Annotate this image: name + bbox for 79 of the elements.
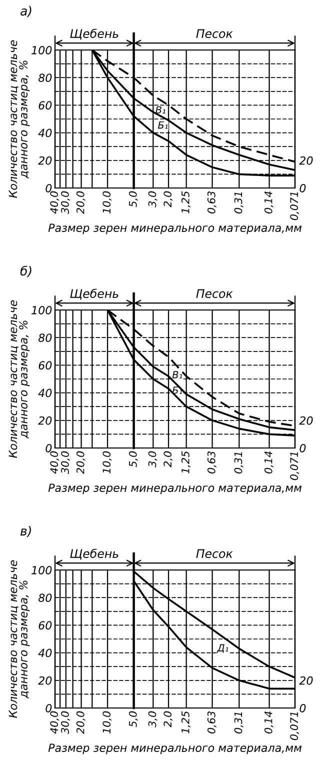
text: Щебень xyxy=(70,28,118,40)
y2-tick-label: 20 xyxy=(299,156,313,165)
annotation: В₁ xyxy=(156,106,166,114)
y-tick-label: 80 xyxy=(38,594,52,602)
x-tick-label: 2,0 xyxy=(164,191,173,208)
y-tick-label: 0 xyxy=(46,184,52,192)
y-tick-label: 40 xyxy=(38,128,52,138)
x-tick-label: 3,0 xyxy=(148,191,158,208)
x-tick-label: 10,0 xyxy=(102,191,112,214)
x-tick-label: 30,0 xyxy=(61,191,70,214)
y-tick-label: 0 xyxy=(46,704,52,712)
chart-title: б) xyxy=(20,266,32,278)
x-axis-title: Размер зерен минерального материала,мм xyxy=(48,484,302,494)
x-tick-label: 1,25 xyxy=(181,191,190,214)
x-tick-label: 0,31 xyxy=(234,452,244,474)
annotation: Б₁ xyxy=(158,121,168,129)
x-tick-label: 20,0 xyxy=(76,191,86,214)
y-tick-label: 40 xyxy=(38,388,52,398)
text: Щебень xyxy=(70,288,118,300)
y2-tick-label: 20 xyxy=(299,416,313,425)
text: Песок xyxy=(196,29,233,38)
x-tick-label: 20,0 xyxy=(76,711,86,734)
y-axis-title: Количество частиц мельче данного размера, % xyxy=(8,300,30,458)
text: Песок xyxy=(196,289,233,298)
x-tick-label: 40,0 xyxy=(50,711,60,734)
x-tick-label: 5,0 xyxy=(128,711,138,728)
y-tick-label: 0 xyxy=(46,444,52,452)
chart-title: а) xyxy=(20,6,32,18)
x-tick-label: 0,63 xyxy=(207,191,216,214)
x-tick-label: 30,0 xyxy=(61,711,70,734)
y-axis-title: Количество частиц мельче данного размера, % xyxy=(8,40,30,198)
y-tick-label: 80 xyxy=(38,74,52,82)
x-axis-title: Размер зерен минерального материала,мм xyxy=(48,744,302,754)
x-tick-label: 0,071 xyxy=(290,192,300,220)
y-tick-label: 100 xyxy=(32,306,52,314)
x-tick-label: 40,0 xyxy=(50,451,60,474)
y2-tick-label: 20 xyxy=(299,676,313,685)
y-tick-label: 60 xyxy=(38,361,52,370)
x-tick-label: 0,071 xyxy=(290,712,300,740)
x-tick-label: 0,31 xyxy=(234,192,244,214)
y-tick-label: 60 xyxy=(38,101,52,110)
y-tick-label: 100 xyxy=(32,566,52,574)
text: Щебень xyxy=(70,548,118,560)
x-tick-label: 0,14 xyxy=(264,452,274,474)
y-tick-label: 40 xyxy=(38,648,52,658)
x-tick-label: 0,14 xyxy=(264,192,274,214)
y-tick-label: 80 xyxy=(38,334,52,342)
x-tick-label: 3,0 xyxy=(148,451,158,468)
x-tick-label: 10,0 xyxy=(102,451,112,474)
x-tick-label: 0,14 xyxy=(264,712,274,734)
text: Песок xyxy=(196,549,233,558)
x-tick-label: 10,0 xyxy=(102,711,112,734)
chart-title: в) xyxy=(20,526,31,538)
x-tick-label: 1,25 xyxy=(181,711,190,734)
y-tick-label: 60 xyxy=(38,621,52,630)
x-tick-label: 0,63 xyxy=(207,451,216,474)
x-tick-label: 0,071 xyxy=(290,452,300,480)
annotation: Д₁ xyxy=(216,644,228,653)
x-tick-label: 5,0 xyxy=(128,451,138,468)
y2-tick-label: 0 xyxy=(300,184,306,192)
x-tick-label: 20,0 xyxy=(76,451,86,474)
x-tick-label: 3,0 xyxy=(148,711,158,728)
y-axis-title: Количество частиц мельче данного размера, % xyxy=(8,560,30,718)
x-axis-title: Размер зерен минерального материала,мм xyxy=(48,224,302,234)
y2-tick-label: 0 xyxy=(300,444,306,452)
x-tick-label: 0,31 xyxy=(234,712,244,734)
y-tick-label: 20 xyxy=(38,416,52,425)
x-tick-label: 30,0 xyxy=(61,451,70,474)
y-tick-label: 100 xyxy=(32,46,52,54)
y2-tick-label: 0 xyxy=(300,704,306,712)
x-tick-label: 0,63 xyxy=(207,711,216,734)
annotation: В₁ xyxy=(172,371,182,378)
y-tick-label: 20 xyxy=(38,676,52,685)
x-tick-label: 2,0 xyxy=(164,711,173,728)
x-tick-label: 5,0 xyxy=(128,191,138,208)
y-tick-label: 20 xyxy=(38,156,52,165)
x-tick-label: 1,25 xyxy=(181,451,190,474)
x-tick-label: 2,0 xyxy=(164,451,173,468)
x-tick-label: 40,0 xyxy=(50,191,60,214)
